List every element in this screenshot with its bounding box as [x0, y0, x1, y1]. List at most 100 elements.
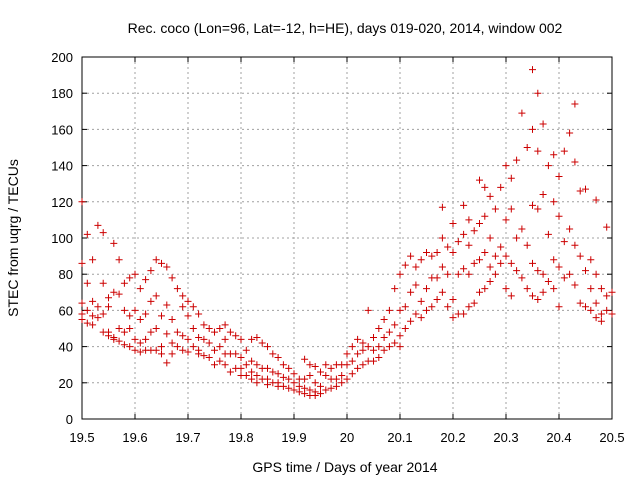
data-point — [232, 332, 240, 340]
data-point — [248, 375, 256, 383]
data-point — [412, 263, 420, 271]
data-point — [401, 325, 409, 332]
data-point — [274, 353, 282, 361]
data-point — [168, 350, 176, 358]
data-point — [438, 203, 446, 211]
data-point — [603, 292, 611, 300]
data-point — [301, 390, 309, 398]
data-point — [279, 361, 287, 369]
data-point — [242, 361, 250, 369]
data-point — [147, 328, 155, 336]
data-point — [179, 346, 187, 354]
data-point — [311, 379, 319, 387]
data-point — [603, 223, 611, 231]
data-point — [513, 267, 521, 275]
data-point — [94, 221, 102, 229]
data-point — [486, 263, 494, 271]
data-point — [502, 252, 510, 260]
data-point — [476, 176, 483, 184]
data-point — [173, 328, 181, 336]
data-point — [200, 352, 208, 360]
data-point — [131, 335, 139, 343]
data-point — [110, 239, 118, 247]
y-axis-label: STEC from uqrg / TECUs — [5, 159, 21, 317]
y-tick-label: 200 — [51, 50, 73, 65]
x-tick-label: 20.3 — [493, 430, 518, 445]
axis-ticks: 19.5 19.6 19.7 19.8 19.9 20 20.1 20.2 20.3 20.4 20… — [51, 50, 624, 445]
data-point — [529, 66, 536, 74]
data-point — [396, 306, 404, 314]
data-point — [412, 281, 420, 289]
data-point — [518, 109, 526, 117]
x-axis-label: GPS time / Days of year 2014 — [252, 459, 437, 475]
y-tick-label: 140 — [51, 159, 73, 174]
data-point — [126, 274, 134, 282]
data-point — [401, 261, 409, 269]
data-point — [131, 346, 139, 354]
data-point — [391, 285, 399, 293]
data-point — [184, 348, 192, 356]
data-point — [120, 328, 128, 336]
data-point — [94, 314, 102, 322]
y-tick-label: 160 — [51, 122, 73, 137]
data-point — [216, 343, 224, 351]
data-point — [417, 297, 425, 305]
data-point — [566, 129, 574, 137]
data-point — [513, 156, 521, 164]
data-point — [470, 227, 478, 235]
data-point — [603, 306, 611, 314]
data-point — [126, 343, 134, 351]
data-point — [396, 343, 404, 351]
data-point — [322, 372, 330, 380]
data-point — [529, 259, 536, 267]
data-point — [158, 350, 165, 358]
data-point — [449, 248, 457, 256]
data-point — [555, 303, 563, 311]
data-point — [481, 285, 489, 293]
data-point — [168, 274, 176, 282]
y-tick-label: 80 — [59, 267, 73, 282]
data-point — [163, 263, 171, 271]
data-point — [449, 314, 457, 322]
data-point — [306, 361, 314, 369]
data-point — [534, 147, 542, 155]
data-point — [597, 317, 605, 325]
data-point — [200, 335, 208, 343]
data-point — [385, 343, 393, 351]
data-point — [338, 379, 346, 387]
data-point — [582, 185, 589, 193]
x-tick-label: 20 — [340, 430, 354, 445]
data-point — [582, 303, 589, 311]
data-point — [348, 357, 356, 365]
data-point — [460, 230, 468, 238]
data-point — [221, 361, 229, 369]
data-point — [195, 310, 203, 318]
data-point — [497, 243, 505, 251]
data-point — [78, 299, 86, 307]
data-point — [587, 256, 595, 264]
data-point — [571, 158, 579, 166]
data-point — [592, 196, 600, 204]
data-point — [539, 270, 547, 278]
data-point — [89, 321, 97, 329]
data-point — [444, 243, 452, 251]
data-point — [317, 382, 324, 390]
data-point — [168, 315, 176, 323]
chart-title: Rec. coco (Lon=96, Lat=-12, h=HE), days … — [128, 20, 563, 36]
data-point — [407, 288, 415, 296]
data-point — [417, 256, 425, 264]
data-point — [136, 339, 144, 347]
data-point — [407, 317, 415, 325]
data-points — [78, 66, 616, 399]
data-point — [438, 288, 446, 296]
data-point — [152, 325, 160, 332]
data-point — [534, 267, 542, 275]
data-point — [412, 310, 420, 318]
data-point — [173, 343, 181, 351]
data-point — [332, 375, 340, 383]
data-point — [608, 288, 616, 296]
data-point — [211, 361, 218, 369]
data-point — [449, 296, 457, 304]
data-point — [529, 201, 536, 209]
